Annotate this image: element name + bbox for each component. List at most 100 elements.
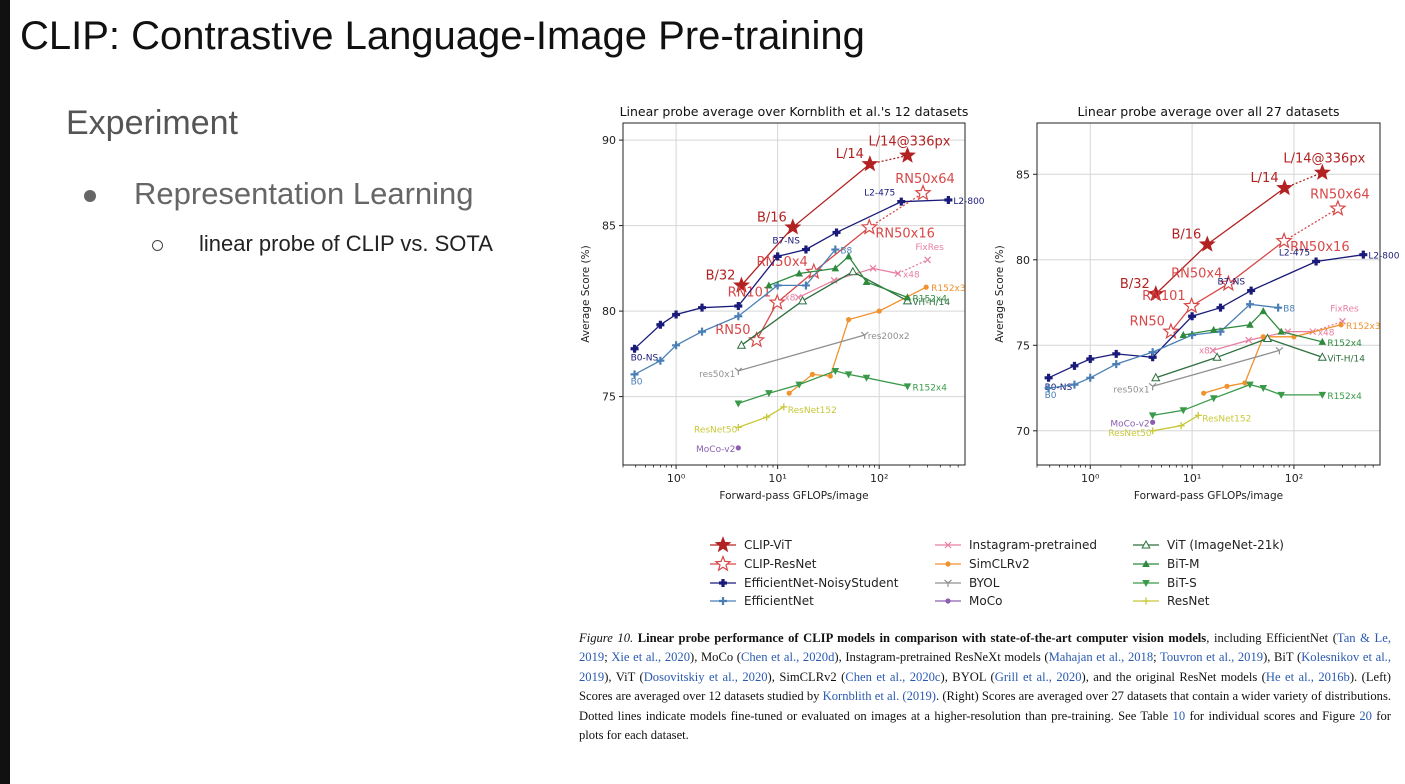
data-point — [698, 303, 707, 312]
data-point — [1112, 360, 1121, 369]
data-point — [630, 370, 639, 379]
legend-item: ViT (ImageNet-21k) — [1133, 538, 1284, 552]
data-point — [736, 340, 747, 349]
data-point — [831, 367, 840, 375]
data-point — [1259, 307, 1268, 315]
citation-link[interactable]: 20 — [1359, 708, 1372, 723]
citation-link[interactable]: Chen et al., 2020d — [740, 650, 835, 665]
citation-link[interactable]: Kolesnikov et al., 2019 — [579, 650, 1391, 684]
data-point — [734, 400, 743, 408]
series-line — [740, 163, 871, 286]
citation-link[interactable]: Tan & Le, 2019 — [579, 631, 1391, 665]
window-edge — [0, 0, 10, 784]
data-point — [1142, 580, 1150, 587]
citation-link[interactable]: Kornblith et al. (2019) — [822, 689, 937, 704]
point-label: RN50 — [1130, 315, 1165, 330]
series: R152x3 — [786, 284, 966, 396]
point-label: L/14@336px — [869, 134, 951, 149]
series: R152x4 — [1148, 381, 1362, 420]
fine-tuned-line — [1283, 207, 1339, 242]
point-label: ViT-H/14 — [1327, 354, 1365, 364]
citation-link[interactable]: Mahajan et al., 2018 — [1048, 650, 1154, 665]
data-point — [1179, 331, 1188, 339]
series-line — [798, 267, 899, 298]
data-point — [862, 278, 871, 286]
data-point — [1141, 539, 1151, 549]
data-point — [1224, 383, 1230, 389]
x-tick-label: 10² — [870, 472, 888, 485]
caption-text: ). (Left) Scores are averaged over 12 da… — [579, 669, 1392, 704]
data-point — [773, 252, 782, 261]
point-label: RN50 — [715, 323, 750, 338]
data-point — [944, 195, 953, 204]
x-axis-label: Forward-pass GFLOPs/image — [719, 490, 868, 502]
data-point — [1291, 334, 1297, 340]
data-point — [805, 262, 823, 280]
citation-link[interactable]: Dosovitskiy et al., 2020 — [643, 669, 768, 684]
data-point — [1259, 385, 1268, 393]
bullet-text: Representation Learning — [134, 176, 474, 211]
citation-link[interactable]: Xie et al., 2020 — [611, 650, 691, 665]
citation-link[interactable]: 10 — [1172, 708, 1186, 723]
data-point — [1318, 391, 1327, 399]
citation-link[interactable]: Grill et al., 2020 — [994, 669, 1082, 684]
data-point — [1188, 312, 1197, 321]
data-point — [1329, 199, 1347, 216]
data-point — [1149, 427, 1157, 435]
data-point — [786, 390, 792, 396]
data-point — [1277, 327, 1286, 335]
data-point — [944, 541, 952, 549]
data-point — [1151, 372, 1161, 382]
series: ViT-H/14 — [1151, 333, 1365, 382]
x-tick-label: 10¹ — [1183, 472, 1201, 485]
point-label: L2-475 — [1279, 249, 1310, 259]
data-point — [1246, 381, 1254, 389]
section-title: Experiment — [66, 104, 238, 142]
citation-link[interactable]: Touvron et al., 2019 — [1160, 650, 1264, 665]
data-point — [1142, 560, 1150, 567]
data-point — [801, 245, 810, 254]
data-point — [1070, 380, 1079, 389]
fine-tuned-line — [897, 259, 928, 275]
legend-label: Instagram-pretrained — [969, 538, 1097, 552]
data-point — [844, 371, 853, 379]
data-point — [768, 293, 786, 310]
point-label: B7-NS — [1218, 278, 1246, 288]
y-tick-label: 85 — [1016, 168, 1030, 181]
legend-item: BiT-S — [1133, 576, 1197, 590]
point-label: ResNet152 — [788, 406, 837, 416]
data-point — [1112, 349, 1121, 358]
data-point — [765, 390, 773, 398]
data-point — [1275, 346, 1284, 355]
legend-item: Instagram-pretrained — [935, 538, 1097, 552]
data-point — [830, 276, 838, 284]
citation-link[interactable]: Chen et al., 2020c — [845, 669, 941, 684]
y-tick-label: 75 — [1016, 339, 1030, 352]
point-label: FixRes — [1330, 304, 1359, 314]
citation-link[interactable]: He et al., 2016b — [1265, 669, 1350, 684]
point-label: R152x4 — [1327, 392, 1362, 402]
data-point — [1276, 179, 1294, 196]
y-axis-label: Average Score (%) — [994, 245, 1006, 342]
series: B0-NS B7-NS L2-475 L2-800 — [1044, 249, 1400, 393]
data-point — [656, 320, 665, 329]
series-line — [1152, 414, 1199, 432]
data-point — [795, 381, 803, 389]
data-point — [698, 327, 707, 336]
point-label: L2-475 — [864, 189, 895, 199]
data-point — [1245, 300, 1254, 309]
series-line — [1155, 337, 1323, 379]
data-point — [844, 252, 853, 260]
point-label: R152x4 — [912, 383, 947, 393]
series-line — [1170, 240, 1285, 333]
point-label: RN50x64 — [895, 172, 955, 187]
point-label: res200x2 — [868, 332, 910, 342]
x-axis-label: Forward-pass GFLOPs/image — [1134, 490, 1283, 502]
data-point — [1338, 322, 1344, 328]
bullet-dot-icon — [84, 189, 96, 202]
series: RN50 RN101 RN50x4 RN50x16 RN50x64 — [715, 172, 955, 348]
data-point — [734, 367, 743, 375]
point-label: R152x3 — [931, 284, 965, 294]
data-point — [1182, 296, 1201, 314]
data-point — [1044, 373, 1053, 382]
